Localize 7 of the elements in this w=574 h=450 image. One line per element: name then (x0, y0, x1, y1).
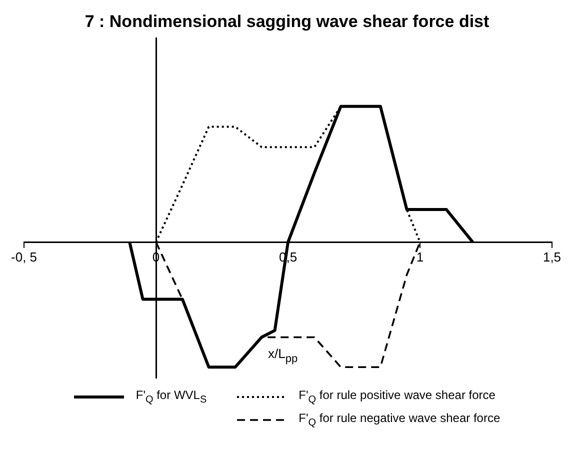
x-tick-label: -0, 5 (11, 250, 38, 265)
legend-label: F'$_{Q}$ for rule negative wave shear force (298, 411, 500, 429)
legend-label: F'$_{Q}$ for rule positive wave shear force (298, 388, 496, 406)
x-tick-label: 1,5 (542, 250, 562, 265)
x-tick-label: 1 (416, 250, 424, 265)
chart-title: 7 : Nondimensional sagging wave shear force dist (84, 12, 490, 31)
legend-label: F'$_{Q}$ for WVL$_{S}$ (136, 388, 207, 406)
